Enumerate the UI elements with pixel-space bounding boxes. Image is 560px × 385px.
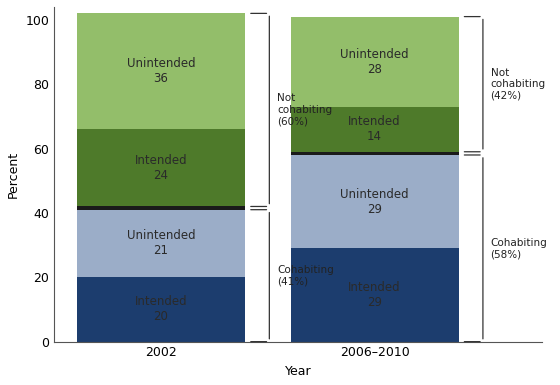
Text: Cohabiting
(58%): Cohabiting (58%) (491, 238, 547, 259)
Text: Intended
29: Intended 29 (348, 281, 401, 309)
Text: Intended
14: Intended 14 (348, 115, 401, 143)
Bar (291, 248, 459, 341)
Bar (291, 155, 459, 248)
Y-axis label: Percent: Percent (7, 151, 20, 198)
Text: Intended
24: Intended 24 (135, 154, 188, 182)
Text: Not
cohabiting
(42%): Not cohabiting (42%) (491, 68, 545, 101)
Bar (291, 17, 459, 107)
Bar (77, 13, 245, 129)
Bar (77, 206, 245, 210)
Bar (77, 129, 245, 206)
X-axis label: Year: Year (285, 365, 311, 378)
Bar (291, 107, 459, 152)
Text: Unintended
21: Unintended 21 (127, 229, 195, 258)
Text: Intended
20: Intended 20 (135, 295, 188, 323)
Text: Cohabiting
(41%): Cohabiting (41%) (277, 265, 334, 286)
Text: Unintended
28: Unintended 28 (340, 48, 409, 76)
Bar (77, 277, 245, 341)
Text: Unintended
36: Unintended 36 (127, 57, 195, 85)
Text: Not
cohabiting
(60%): Not cohabiting (60%) (277, 93, 332, 127)
Bar (77, 210, 245, 277)
Text: Unintended
29: Unintended 29 (340, 187, 409, 216)
Bar (291, 152, 459, 155)
